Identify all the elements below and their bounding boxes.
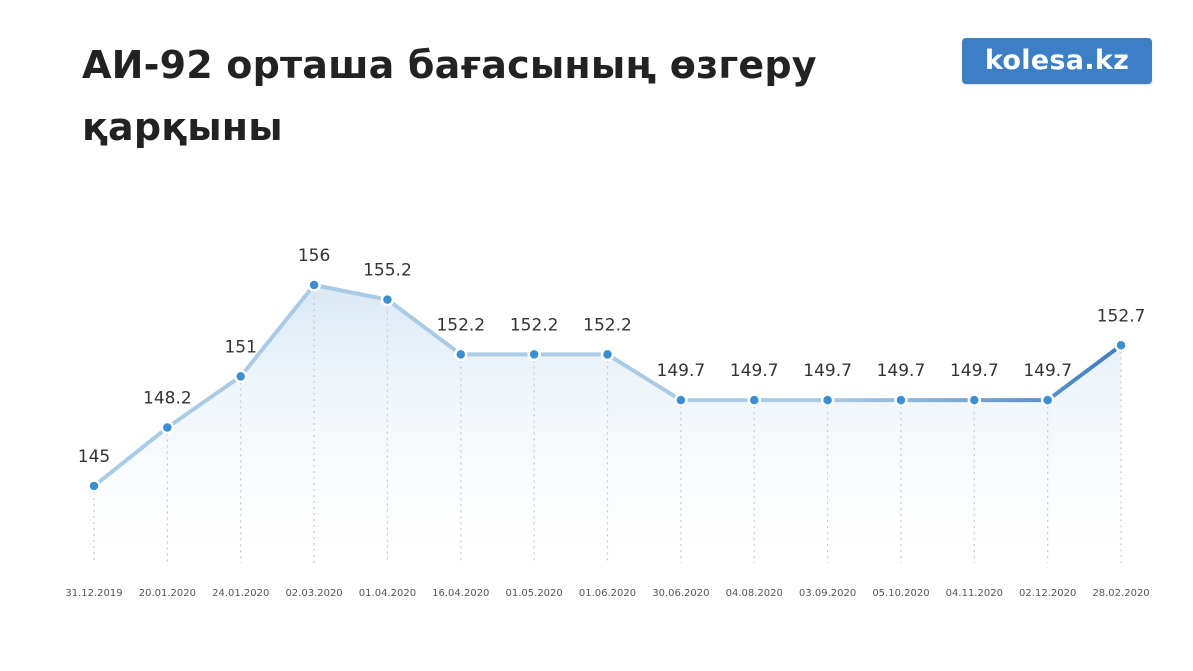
data-point [600, 347, 615, 362]
data-label: 149.7 [950, 361, 999, 381]
data-point [307, 278, 321, 292]
data-label: 148.2 [143, 389, 192, 409]
data-point [967, 393, 982, 407]
x-tick-label: 01.05.2020 [506, 588, 563, 599]
data-label: 149.7 [1023, 361, 1072, 381]
data-label: 152.2 [583, 315, 632, 335]
data-label: 151 [224, 337, 256, 357]
data-label: 149.7 [803, 361, 852, 381]
x-tick-label: 05.10.2020 [872, 588, 929, 599]
data-label: 149.7 [657, 361, 706, 381]
x-tick-label: 30.06.2020 [652, 588, 709, 599]
data-point [160, 420, 175, 435]
data-label: 152.7 [1097, 306, 1146, 326]
data-label: 152.2 [436, 315, 485, 335]
data-point [527, 347, 541, 362]
kolesa-logo: kolesa.kz [962, 38, 1152, 84]
x-tick-label: 01.06.2020 [579, 588, 636, 599]
x-tick-label: 02.12.2020 [1019, 588, 1076, 599]
data-point [87, 479, 101, 493]
data-label: 152.2 [510, 315, 559, 335]
x-tick-label: 31.12.2019 [65, 588, 122, 599]
x-tick-label: 01.04.2020 [359, 588, 416, 599]
area-fill [94, 285, 1122, 563]
data-point [1040, 393, 1055, 407]
data-point [674, 393, 688, 407]
data-label: 145 [78, 447, 110, 467]
x-tick-label: 02.03.2020 [285, 588, 342, 599]
x-tick-label: 24.01.2020 [212, 588, 269, 599]
data-point [233, 369, 248, 384]
x-tick-label: 03.09.2020 [799, 588, 856, 599]
x-tick-label: 04.11.2020 [946, 588, 1003, 599]
data-point [747, 393, 761, 407]
data-label: 149.7 [877, 361, 926, 381]
data-point [1114, 338, 1128, 353]
data-point [454, 347, 468, 362]
data-point [820, 393, 835, 407]
x-tick-label: 04.08.2020 [726, 588, 783, 599]
x-tick-label: 28.02.2020 [1092, 588, 1149, 599]
x-tick-label: 16.04.2020 [432, 588, 489, 599]
chart-title: АИ-92 орташа бағасының өзгеру қарқыны [82, 43, 817, 149]
data-label: 155.2 [363, 261, 412, 281]
x-tick-label: 20.01.2020 [139, 588, 196, 599]
data-label: 156 [298, 246, 330, 266]
data-point [894, 393, 908, 407]
data-point [380, 292, 395, 307]
data-label: 149.7 [730, 361, 779, 381]
